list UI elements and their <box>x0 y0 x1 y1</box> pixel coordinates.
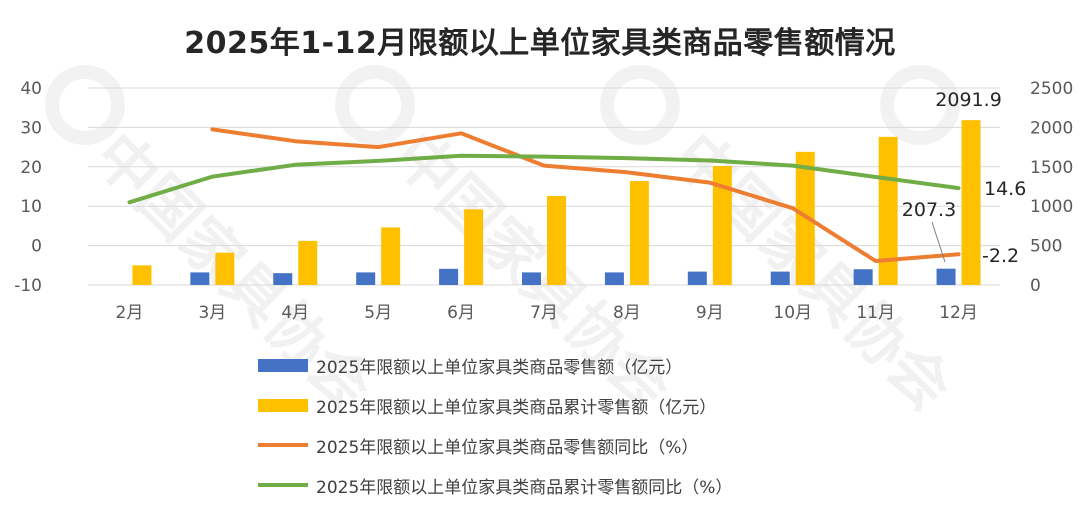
cumulative-sales-bar <box>712 166 732 285</box>
monthly-sales-bar <box>853 269 873 285</box>
cumulative-sales-bar <box>878 136 898 285</box>
y-left-tick-label: -10 <box>14 276 42 296</box>
monthly-sales-bar <box>936 268 956 285</box>
chart-legend: 2025年限额以上单位家具类商品零售额（亿元） 2025年限额以上单位家具类商品累… <box>258 345 732 505</box>
monthly-sales-bar <box>522 272 541 285</box>
cumulative-sales-bar <box>464 209 484 285</box>
chart-title: 2025年1-12月限额以上单位家具类商品零售额情况 <box>184 26 896 61</box>
legend-item: 2025年限额以上单位家具类商品累计零售额（亿元） <box>258 385 732 425</box>
x-tick-label: 5月 <box>364 303 392 323</box>
cumulative-sales-bar <box>381 227 401 285</box>
x-tick-label: 9月 <box>696 303 724 323</box>
legend-item: 2025年限额以上单位家具类商品零售额（亿元） <box>258 345 732 385</box>
legend-item: 2025年限额以上单位家具类商品累计零售额同比（%） <box>258 465 732 505</box>
cumulative-sales-bar <box>547 195 566 285</box>
legend-item: 2025年限额以上单位家具类商品零售额同比（%） <box>258 425 732 465</box>
x-tick-label: 12月 <box>939 303 978 323</box>
x-tick-label: 3月 <box>198 303 226 323</box>
monthly-sales-bar <box>273 273 293 285</box>
data-label: 2091.9 <box>935 89 1001 111</box>
y-right-tick-label: 2500 <box>1030 79 1073 99</box>
x-tick-label: 2月 <box>116 303 144 323</box>
monthly-sales-bar <box>604 272 624 285</box>
cumulative-sales-bar <box>298 240 318 285</box>
x-tick-label: 11月 <box>856 303 895 323</box>
legend-bar-swatch <box>258 398 308 412</box>
data-label: -2.2 <box>982 245 1019 267</box>
cumulative-sales-bar <box>629 180 649 285</box>
cumulative-sales-bar <box>215 252 235 285</box>
y-right-tick-label: 2000 <box>1030 118 1073 138</box>
x-tick-label: 4月 <box>281 303 309 323</box>
cumulative-yoy-line <box>127 153 961 205</box>
cumulative-sales-bar <box>132 265 152 285</box>
data-label: 207.3 <box>902 199 956 221</box>
cumulative-sales-bar <box>961 120 981 285</box>
monthly-sales-bar <box>770 271 790 285</box>
y-right-tick-label: 0 <box>1030 276 1041 296</box>
y-left-tick-label: 10 <box>20 197 42 217</box>
legend-label: 2025年限额以上单位家具类商品累计零售额（亿元） <box>316 397 717 418</box>
legend-label: 2025年限额以上单位家具类商品累计零售额同比（%） <box>316 477 733 498</box>
legend-bar-swatch <box>258 358 308 372</box>
y-right-tick-label: 500 <box>1030 237 1062 257</box>
monthly-sales-bar <box>356 272 376 285</box>
monthly-sales-bar <box>687 271 707 285</box>
y-left-tick-label: 0 <box>31 237 42 257</box>
y-left-tick-label: 40 <box>20 79 42 99</box>
x-tick-label: 10月 <box>773 303 812 323</box>
y-right-tick-label: 1000 <box>1030 197 1073 217</box>
y-left-tick-label: 30 <box>20 118 42 138</box>
monthly-sales-bar <box>190 272 210 285</box>
monthly-yoy-line <box>210 127 961 263</box>
data-label: 14.6 <box>984 178 1026 200</box>
legend-line-swatch <box>258 483 308 487</box>
legend-label: 2025年限额以上单位家具类商品零售额（亿元） <box>316 357 683 378</box>
legend-label: 2025年限额以上单位家具类商品零售额同比（%） <box>316 437 699 458</box>
x-tick-label: 8月 <box>613 303 641 323</box>
y-left-tick-label: 20 <box>20 158 42 178</box>
data-label-leader <box>931 221 946 263</box>
monthly-sales-bar <box>439 268 459 285</box>
x-tick-label: 6月 <box>447 303 475 323</box>
legend-line-swatch <box>258 443 308 447</box>
y-right-tick-label: 1500 <box>1030 158 1073 178</box>
x-tick-label: 7月 <box>530 303 558 323</box>
